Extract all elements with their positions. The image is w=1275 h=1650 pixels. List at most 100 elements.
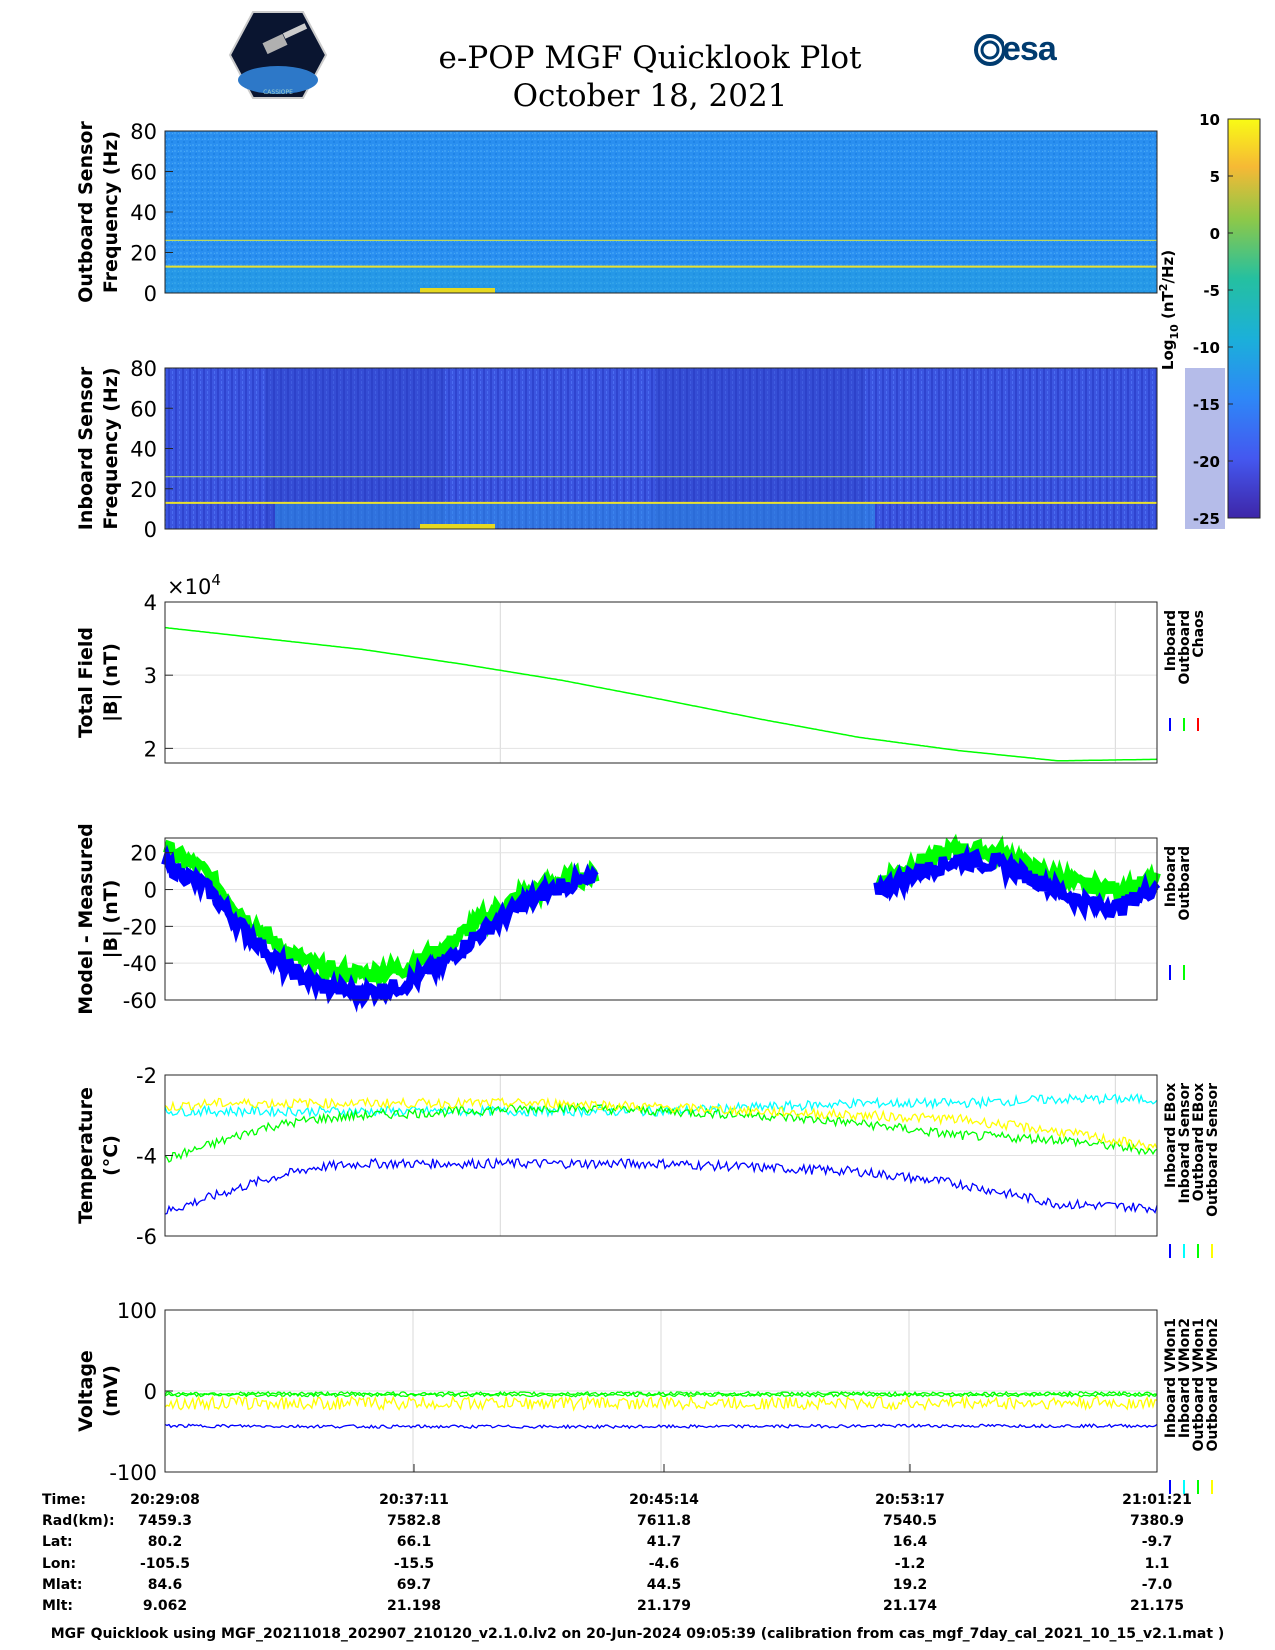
legend-label: Outboard VMon2 (1205, 1318, 1221, 1452)
spectrogram-lowfreq-band (165, 266, 1157, 293)
cassiope-logo-text: CASSIOPE (263, 89, 293, 96)
y-tick-label: 40 (130, 201, 157, 225)
y-tick-label: -4 (136, 1145, 157, 1169)
info-cell: 66.1 (396, 1534, 432, 1550)
legend-label: Inboard EBox (1163, 1083, 1179, 1188)
legend-label: Inboard (1163, 610, 1179, 671)
info-cell: -9.7 (1141, 1534, 1173, 1550)
spectrogram-lowfreq-band (275, 503, 875, 528)
info-cell: 7540.5 (882, 1513, 938, 1529)
axes-frame (164, 837, 1158, 1001)
y-tick-label: 20 (130, 842, 157, 866)
series-line-outboard-ebox (164, 1102, 1158, 1163)
info-cell: 41.7 (646, 1534, 682, 1550)
colorbar-gradient (1227, 118, 1261, 519)
info-cell: 20:45:14 (629, 1492, 699, 1508)
legend-label: Outboard EBox (1191, 1083, 1207, 1201)
info-cell: 80.2 (147, 1534, 183, 1550)
y-tick-label: -40 (123, 952, 157, 976)
y-tick-label: 80 (130, 120, 157, 144)
y-axis-label-line1: Model - Measured (75, 823, 97, 1014)
y-tick-label: 20 (130, 478, 157, 502)
footer-note: MGF Quicklook using MGF_20211018_202907_… (50, 1626, 1225, 1642)
plot-date: October 18, 2021 (512, 78, 788, 114)
info-cell: 20:37:11 (379, 1492, 449, 1508)
spectrogram-hotspot (420, 524, 495, 529)
series-line-outboard-sensor (164, 1096, 1158, 1152)
colorbar-tick-label: -10 (1193, 339, 1220, 357)
series-line-outboard (875, 833, 1161, 908)
y-axis-label-line1: Voltage (75, 1350, 97, 1432)
y-tick-label: 0 (144, 879, 157, 903)
spectrogram-hotspot (420, 288, 495, 293)
info-cell: -4.6 (648, 1556, 680, 1572)
info-row-label: Time: (42, 1492, 87, 1508)
y-tick-label: 0 (144, 282, 157, 306)
spectrogram-band (1185, 368, 1225, 529)
panel-1: 80 60 40 20 0 Outboard Sensor Frequency (Hz) (75, 120, 1158, 306)
axes-frame (164, 601, 1158, 764)
info-row-label: Mlt: (42, 1598, 74, 1614)
series-line-inboard (873, 843, 1161, 922)
info-cell: -1.2 (894, 1556, 926, 1572)
legend-label: Outboard Sensor (1205, 1083, 1221, 1217)
info-cell: 69.7 (396, 1577, 432, 1593)
info-row-label: Lat: (42, 1534, 73, 1550)
y-tick-label: 2 (144, 737, 157, 761)
panel-2: 80 60 40 20 0 Inboard Sensor Frequency (Hz) (75, 357, 1225, 542)
info-cell: 9.062 (142, 1598, 188, 1614)
series-line-inboard-ebox (164, 1157, 1158, 1215)
y-tick-label: -100 (109, 1461, 157, 1485)
panel-5: -2 -4 -6 Temperature (°C) Inboard EBoxInboard… (75, 1064, 1221, 1258)
plot-area (165, 602, 1157, 763)
colorbar-tick-label: -5 (1203, 282, 1220, 300)
info-cell: 21.179 (636, 1598, 692, 1614)
info-cell: 7582.8 (386, 1513, 442, 1529)
legend-label: Inboard Sensor (1177, 1083, 1193, 1204)
y-exponent: ×104 (167, 571, 221, 599)
colorbar-tick-label: 10 (1199, 111, 1220, 129)
cassiope-logo: CASSIOPE (228, 11, 328, 99)
info-cell: -7.0 (1141, 1577, 1173, 1593)
info-cell: 20:29:08 (130, 1492, 200, 1508)
info-row-label: Rad(km): (42, 1513, 115, 1529)
info-cell: 7611.8 (636, 1513, 692, 1529)
info-cell: 21:01:21 (1122, 1492, 1192, 1508)
panel-4: 20 0 -20 -40 -60 Model - Measured |B| (nT) Inbo… (75, 823, 1193, 1014)
panel-6: 100 0 -100 Voltage (mV) Inboard VMon1Inboard … (75, 1299, 1221, 1494)
y-axis-label-line2: Frequency (Hz) (100, 367, 122, 529)
legend-label: Chaos (1191, 610, 1207, 658)
legend-label: Inboard VMon1 (1163, 1318, 1179, 1438)
info-row-label: Mlat: (42, 1577, 83, 1593)
y-axis-label-line1: Inboard Sensor (75, 366, 97, 530)
info-cell: 84.6 (147, 1577, 183, 1593)
series-line-inboard-sensor (164, 1092, 1158, 1119)
info-cell: -105.5 (139, 1556, 191, 1572)
esa-logo-icon (974, 34, 1004, 66)
info-cell: 19.2 (892, 1577, 928, 1593)
y-tick-label: 0 (144, 518, 157, 542)
y-axis-label-line1: Outboard Sensor (75, 121, 97, 303)
series-line-outboard-vmon1 (164, 1390, 1158, 1397)
info-cell: 21.174 (882, 1598, 938, 1614)
y-tick-label: -60 (123, 989, 157, 1013)
info-cell: 21.175 (1129, 1598, 1185, 1614)
colorbar-label: Log10 (nT2/Hz) (1157, 250, 1181, 370)
y-axis-label-line2: |B| (nT) (100, 880, 122, 959)
y-tick-label: 4 (144, 591, 157, 615)
y-tick-label: 100 (117, 1299, 157, 1323)
esa-logo-text: esa (1002, 30, 1057, 68)
y-axis-label-line1: Temperature (75, 1087, 97, 1224)
info-cell: 7459.3 (137, 1513, 193, 1529)
info-cell: 20:53:17 (875, 1492, 945, 1508)
y-tick-label: 20 (130, 242, 157, 266)
y-tick-label: 80 (130, 357, 157, 381)
colorbar-tick-label: 0 (1210, 225, 1220, 243)
plot-title: e-POP MGF Quicklook Plot (438, 40, 862, 76)
colorbar-tick-label: -20 (1193, 453, 1220, 471)
info-cell: 7380.9 (1129, 1513, 1185, 1529)
y-tick-label: 60 (130, 397, 157, 421)
series-line-inboard-vmon1 (164, 1423, 1158, 1430)
legend-label: Outboard (1177, 610, 1193, 685)
